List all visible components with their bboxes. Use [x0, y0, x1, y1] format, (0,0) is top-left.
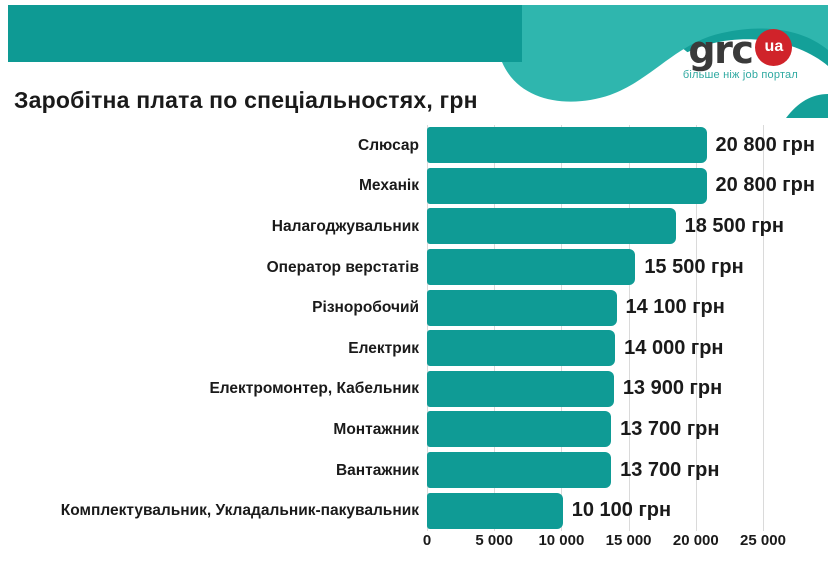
gridlines — [427, 125, 764, 531]
value-label: 13 900 грн — [622, 377, 723, 400]
value-label: 15 500 грн — [644, 255, 744, 278]
bar — [427, 370, 614, 407]
bar-track: 13 700 грн — [427, 411, 828, 448]
chart-row: Комплектувальник, Укладальник-пакувальни… — [0, 490, 828, 531]
gridline — [763, 125, 764, 531]
chart-row: Електрик 14 000 грн — [0, 328, 828, 369]
bar-track: 15 500 грн — [427, 249, 828, 286]
value-label: 14 100 грн — [625, 296, 725, 319]
category-label: Налагоджувальник — [271, 217, 419, 235]
category-label: Слюсар — [358, 136, 419, 154]
chart-title: Заробітна плата по спеціальностях, грн — [14, 87, 478, 114]
category-label: Вантажник — [335, 461, 419, 479]
bar-track: 14 100 грн — [427, 289, 828, 326]
value-label: 18 500 грн — [684, 214, 784, 237]
x-tick-label: 10 000 — [538, 532, 585, 549]
category-label: Механік — [359, 177, 419, 195]
category-label: Різноробочий — [312, 299, 419, 317]
gridline — [494, 125, 496, 531]
value-label: 13 700 грн — [620, 458, 720, 481]
chart-row: Монтажник 13 700 грн — [0, 409, 828, 450]
bar — [427, 452, 612, 489]
chart-row: Налагоджувальник 18 500 грн — [0, 206, 828, 247]
value-label: 20 800 грн — [715, 174, 815, 197]
wave-corner-tail — [786, 94, 828, 118]
bar-track: 20 800 грн — [427, 167, 828, 204]
bar-track: 20 800 грн — [427, 127, 828, 164]
x-axis: 0 5 000 10 000 15 000 20 000 25 000 — [423, 532, 786, 552]
chart-row: Електромонтер, Кабельник 13 900 грн — [0, 369, 828, 410]
bar — [427, 289, 617, 326]
value-label: 10 100 грн — [571, 499, 672, 522]
chart-rows: Слюсар 20 800 грн Механік 20 800 грн Налагод… — [0, 125, 828, 531]
category-label: Комплектувальник, Укладальник-пакувальни… — [60, 502, 419, 520]
bar — [427, 167, 707, 204]
bar — [427, 330, 616, 367]
chart-row: Різноробочий 14 100 грн — [0, 287, 828, 328]
grc-logo: grc ua більше ніж job портал — [682, 28, 798, 82]
bar — [427, 208, 676, 245]
gridline — [628, 125, 630, 531]
bar — [427, 492, 563, 529]
bar — [427, 127, 707, 164]
category-label: Електромонтер, Кабельник — [209, 380, 419, 398]
grc-logo-line: grc ua — [683, 28, 798, 72]
x-tick-label: 20 000 — [672, 532, 719, 549]
chart-row: Оператор верстатів 15 500 грн — [0, 247, 828, 288]
bar — [427, 411, 612, 448]
category-label: Монтажник — [333, 420, 419, 438]
grc-logo-tagline: більше ніж job портал — [682, 69, 798, 82]
grc-logo-ua-badge: ua — [755, 28, 793, 66]
category-label: Електрик — [348, 339, 419, 357]
bar-track: 14 000 грн — [427, 330, 828, 367]
chart-row: Слюсар 20 800 грн — [0, 125, 828, 166]
value-label: 13 700 грн — [620, 417, 720, 440]
chart-row: Вантажник 13 700 грн — [0, 450, 828, 491]
gridline — [561, 125, 563, 531]
value-label: 14 000 грн — [624, 336, 724, 359]
bar-track: 13 700 грн — [427, 452, 828, 489]
grc-logo-text: grc — [688, 28, 753, 72]
x-tick-label: 15 000 — [605, 532, 652, 549]
header-wave-graphic — [8, 5, 828, 118]
gridline — [695, 125, 697, 531]
header-band — [8, 5, 522, 62]
chart-row: Механік 20 800 грн — [0, 166, 828, 207]
gridline — [427, 125, 428, 531]
bar-track: 18 500 грн — [427, 208, 828, 245]
bar — [427, 249, 636, 286]
x-tick-label: 25 000 — [740, 532, 786, 549]
x-tick-label: 0 — [422, 532, 432, 549]
bar-track: 10 100 грн — [427, 492, 828, 529]
wave-light-shape — [488, 5, 828, 102]
category-label: Оператор верстатів — [266, 258, 419, 276]
x-tick-label: 5 000 — [475, 532, 513, 549]
bar-track: 13 900 грн — [427, 370, 828, 407]
value-label: 20 800 грн — [715, 133, 815, 156]
